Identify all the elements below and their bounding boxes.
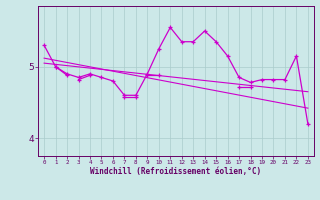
- X-axis label: Windchill (Refroidissement éolien,°C): Windchill (Refroidissement éolien,°C): [91, 167, 261, 176]
